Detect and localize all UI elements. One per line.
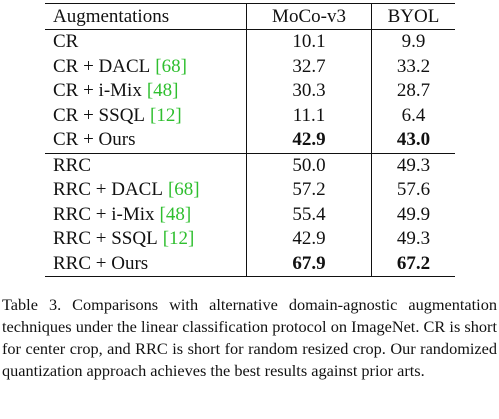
method-cell: CR + DACL [68] bbox=[45, 54, 247, 79]
value-cell: 49.9 bbox=[396, 203, 431, 225]
value-cell: 42.9 bbox=[246, 128, 372, 153]
value-cell: 67.2 bbox=[396, 252, 431, 274]
value-cell: 43.0 bbox=[396, 129, 431, 151]
value-cell: 9.9 bbox=[401, 31, 426, 53]
method-cell: RRC bbox=[45, 153, 247, 178]
table-row: RRC + i-Mix [48] 55.4 49.9 bbox=[45, 202, 455, 227]
table-row: CR + SSQL [12] 11.1 6.4 bbox=[45, 103, 455, 128]
method-name: CR + Ours bbox=[53, 129, 136, 151]
value-cell: 33.2 bbox=[396, 55, 431, 77]
method-cell: RRC + i-Mix [48] bbox=[45, 202, 247, 227]
method-name: CR + i-Mix bbox=[53, 80, 142, 102]
value-cell: 67.9 bbox=[246, 251, 372, 277]
citation: [68] bbox=[167, 179, 200, 201]
method-name: CR + DACL bbox=[53, 55, 151, 77]
value-cell: 28.7 bbox=[396, 80, 431, 102]
table-row: CR + DACL [68] 32.7 33.2 bbox=[45, 54, 455, 79]
header-cell: BYOL bbox=[387, 5, 440, 27]
value-cell: 49.3 bbox=[396, 228, 431, 250]
value-cell: 6.4 bbox=[401, 104, 426, 126]
value-cell: 57.6 bbox=[396, 179, 431, 201]
value-cell: 10.1 bbox=[246, 29, 372, 55]
table-row: RRC + SSQL [12] 42.9 49.3 bbox=[45, 227, 455, 252]
table-row: CR 10.1 9.9 bbox=[45, 29, 455, 55]
citation: [48] bbox=[146, 80, 179, 102]
header-cell: Augmentations bbox=[45, 3, 247, 30]
citation: [68] bbox=[155, 55, 187, 77]
method-name: RRC + Ours bbox=[53, 252, 149, 274]
method-cell: CR + Ours bbox=[45, 128, 247, 153]
value-cell: 32.7 bbox=[246, 54, 372, 79]
value-cell: 49.3 bbox=[396, 154, 431, 176]
method-name: RRC + i-Mix bbox=[53, 203, 155, 225]
header-row: Augmentations MoCo-v3 BYOL bbox=[45, 3, 455, 30]
method-cell: RRC + DACL [68] bbox=[45, 178, 247, 203]
citation: [12] bbox=[150, 104, 182, 126]
method-cell: CR + i-Mix [48] bbox=[45, 79, 247, 104]
row-group: CR 10.1 9.9 CR + DACL [68] 32.7 33.2 CR + i-Mix… bbox=[45, 29, 455, 153]
method-name: RRC + DACL bbox=[53, 179, 163, 201]
value-cell: 30.3 bbox=[246, 79, 372, 104]
table-header: Augmentations MoCo-v3 BYOL bbox=[45, 3, 455, 30]
caption: Table 3. Comparisons with alternative do… bbox=[2, 295, 497, 380]
method-name: RRC bbox=[53, 154, 92, 176]
citation: [12] bbox=[162, 228, 195, 250]
method-cell: RRC + SSQL [12] bbox=[45, 227, 247, 252]
method-name: CR + SSQL bbox=[53, 104, 146, 126]
method-cell: CR + SSQL [12] bbox=[45, 103, 247, 128]
results-table: Augmentations MoCo-v3 BYOL CR 10.1 9.9 CR +… bbox=[45, 3, 455, 277]
method-name: CR bbox=[53, 31, 79, 53]
value-cell: 11.1 bbox=[246, 103, 372, 128]
citation: [48] bbox=[159, 203, 192, 225]
table-row: CR + Ours 42.9 43.0 bbox=[45, 128, 455, 153]
method-cell: RRC + Ours bbox=[45, 251, 247, 277]
row-group: RRC 50.0 49.3 RRC + DACL [68] 57.2 57.6 RRC + i… bbox=[45, 153, 455, 277]
table-row: RRC + DACL [68] 57.2 57.6 bbox=[45, 178, 455, 203]
method-cell: CR bbox=[45, 29, 247, 55]
value-cell: 42.9 bbox=[246, 227, 372, 252]
table-row: RRC + Ours 67.9 67.2 bbox=[45, 251, 455, 277]
method-name: RRC + SSQL bbox=[53, 228, 158, 250]
value-cell: 50.0 bbox=[246, 153, 372, 178]
value-cell: 57.2 bbox=[246, 178, 372, 203]
table-row: CR + i-Mix [48] 30.3 28.7 bbox=[45, 79, 455, 104]
header-cell: MoCo-v3 bbox=[246, 3, 372, 30]
table-row: RRC 50.0 49.3 bbox=[45, 153, 455, 178]
value-cell: 55.4 bbox=[246, 202, 372, 227]
